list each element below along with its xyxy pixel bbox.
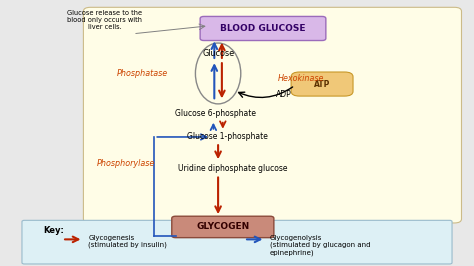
FancyBboxPatch shape <box>200 16 326 40</box>
Text: Hexokinase: Hexokinase <box>278 74 324 83</box>
FancyBboxPatch shape <box>22 220 452 264</box>
FancyBboxPatch shape <box>172 216 274 238</box>
Text: Phosphorylase: Phosphorylase <box>97 159 155 168</box>
Text: Glucose release to the
blood only occurs with
liver cells.: Glucose release to the blood only occurs… <box>67 10 142 30</box>
Text: Glycogenesis
(stimulated by insulin): Glycogenesis (stimulated by insulin) <box>88 235 167 248</box>
Text: Phosphatase: Phosphatase <box>117 69 168 78</box>
Text: BLOOD GLUCOSE: BLOOD GLUCOSE <box>220 24 306 33</box>
Text: ATP: ATP <box>314 80 330 89</box>
Text: Uridine diphosphate glucose: Uridine diphosphate glucose <box>178 164 287 173</box>
Text: Glucose 1-phosphate: Glucose 1-phosphate <box>187 132 268 142</box>
Text: Glycogenolysis
(stimulated by glucagon and
epinephrine): Glycogenolysis (stimulated by glucagon a… <box>270 235 371 256</box>
Text: Glucose 6-phosphate: Glucose 6-phosphate <box>175 109 256 118</box>
Text: Glucose: Glucose <box>202 49 234 58</box>
FancyBboxPatch shape <box>291 72 353 96</box>
Text: Key:: Key: <box>43 226 64 235</box>
FancyBboxPatch shape <box>83 7 462 223</box>
Text: ADP: ADP <box>276 90 292 99</box>
Text: GLYCOGEN: GLYCOGEN <box>196 222 249 231</box>
